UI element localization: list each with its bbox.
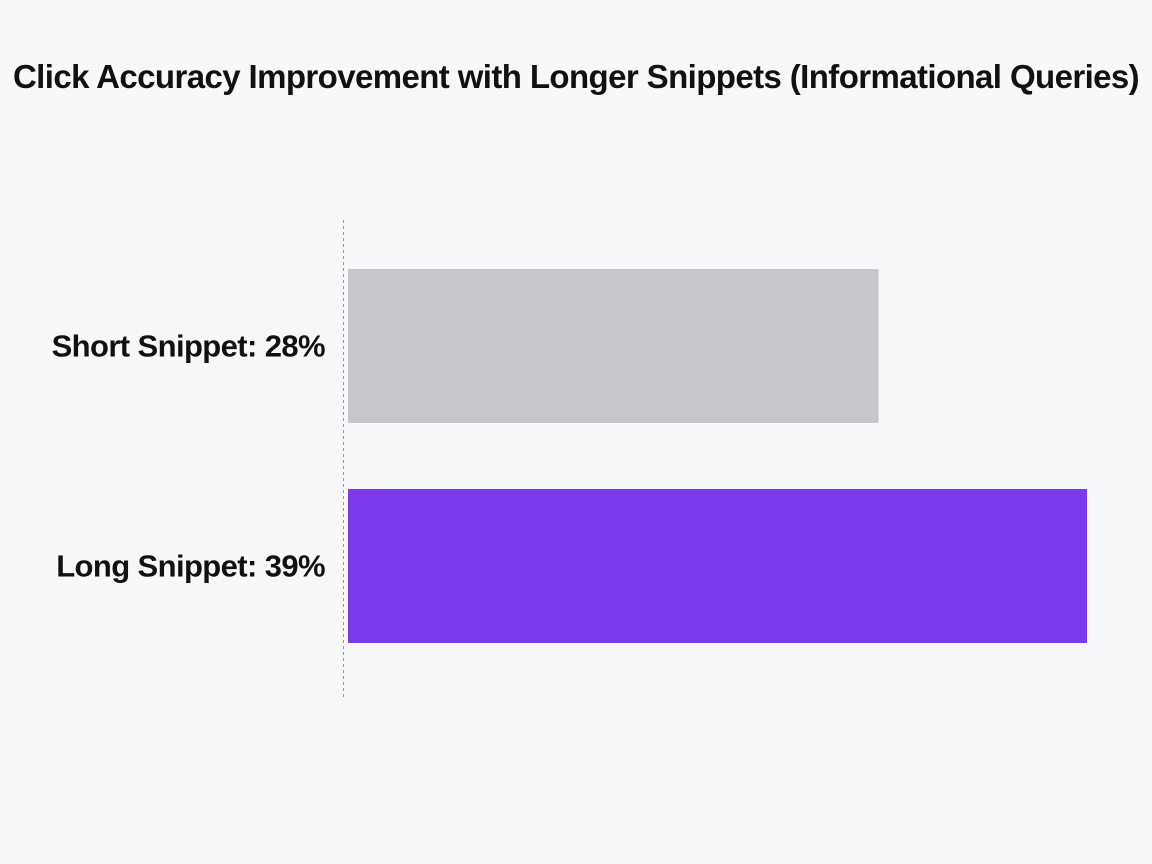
bars-group: [348, 269, 1087, 643]
chart-title: Click Accuracy Improvement with Longer S…: [12, 58, 1140, 95]
bar-label-short-snippet: Short Snippet: 28%: [52, 329, 325, 364]
bar-short-snippet: [348, 269, 879, 423]
bar-label-long-snippet: Long Snippet: 39%: [56, 549, 325, 584]
labels-group: Short Snippet: 28% Long Snippet: 39%: [52, 329, 326, 584]
bar-long-snippet: [348, 489, 1087, 643]
